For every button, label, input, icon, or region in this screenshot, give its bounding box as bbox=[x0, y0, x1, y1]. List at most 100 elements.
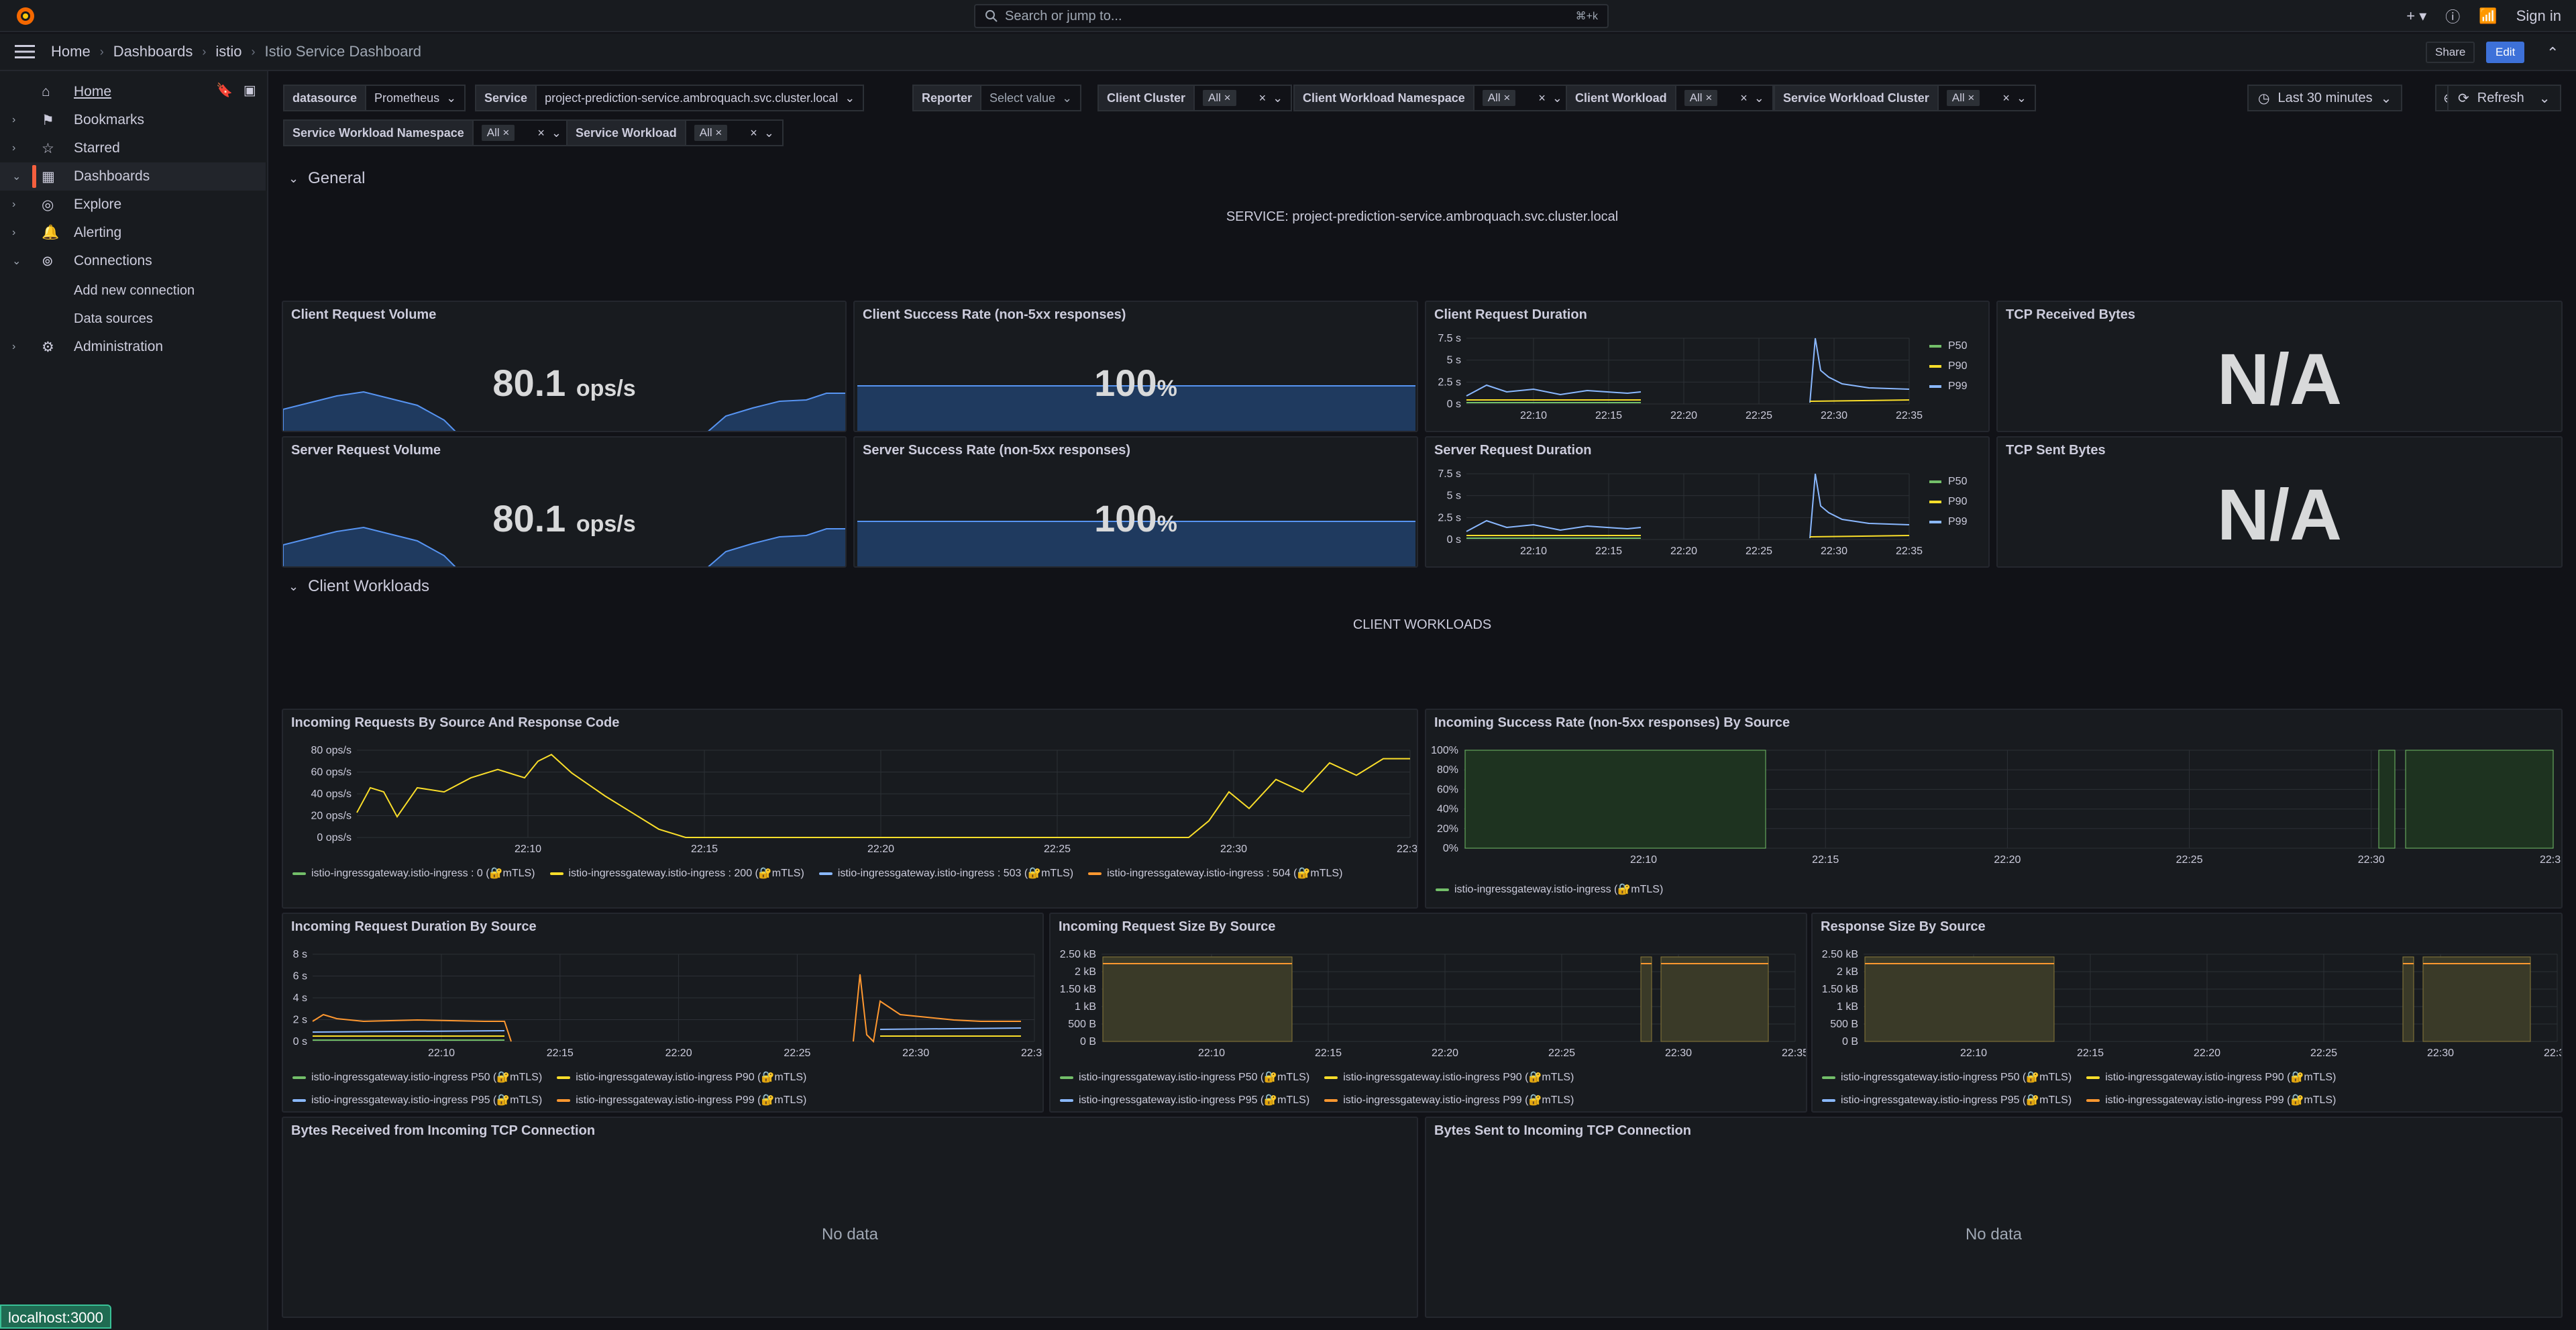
sidebar-item-explore[interactable]: › ◎ Explore bbox=[12, 197, 122, 213]
legend-item[interactable]: istio-ingressgateway.istio-ingress : 200… bbox=[549, 863, 804, 884]
legend-item[interactable]: istio-ingressgateway.istio-ingress P99 (… bbox=[557, 1090, 806, 1111]
clear-icon[interactable]: × bbox=[1538, 91, 1546, 105]
legend-item[interactable]: istio-ingressgateway.istio-ingress P50 (… bbox=[1822, 1067, 2072, 1088]
panel-client-request-volume[interactable]: Client Request Volume 80.1 ops/s bbox=[282, 301, 847, 432]
search-shortcut: ⌘+k bbox=[1575, 11, 1598, 22]
clear-icon[interactable]: × bbox=[750, 125, 757, 140]
y-tick-label: 7.5 s bbox=[1438, 333, 1461, 344]
panel-incoming-success-rate[interactable]: Incoming Success Rate (non-5xx responses… bbox=[1425, 709, 2563, 909]
refresh-button[interactable]: ⟳ Refresh ⌄ bbox=[2447, 85, 2561, 111]
row-client-workloads[interactable]: ⌄ Client Workloads bbox=[288, 577, 430, 595]
panel-tcp-sent-bytes[interactable]: TCP Sent Bytes N/A bbox=[1996, 436, 2563, 568]
legend-item[interactable]: istio-ingressgateway.istio-ingress P99 (… bbox=[2086, 1090, 2336, 1111]
panel-tcp-received-bytes[interactable]: TCP Received Bytes N/A bbox=[1996, 301, 2563, 432]
sidebar-item-add-connection[interactable]: Add new connection bbox=[74, 283, 195, 298]
sidebar-item-dashboards[interactable]: ⌄ ▦ Dashboards bbox=[0, 162, 266, 191]
var-service-workload-cluster[interactable]: Service Workload Cluster All × × ⌄ bbox=[1774, 85, 2036, 111]
sidebar-item-administration[interactable]: › ⚙ Administration bbox=[12, 339, 164, 355]
clear-icon[interactable]: × bbox=[537, 125, 545, 140]
sign-in-link[interactable]: Sign in bbox=[2516, 7, 2561, 24]
news-icon[interactable]: 📶 bbox=[2479, 7, 2498, 24]
clear-icon[interactable]: × bbox=[2002, 91, 2010, 105]
series-line bbox=[312, 1030, 505, 1033]
legend-item[interactable]: istio-ingressgateway.istio-ingress P90 (… bbox=[2086, 1067, 2336, 1088]
search-input[interactable]: Search or jump to... ⌘+k bbox=[974, 4, 1609, 28]
sidebar: 🔖 ▣ ⌂ Home › ⚑ Bookmarks › ☆ Starred ⌄ ▦… bbox=[0, 71, 268, 1330]
sidebar-item-connections[interactable]: ⌄ ⊚ Connections bbox=[12, 253, 152, 269]
sidebar-item-starred[interactable]: › ☆ Starred bbox=[12, 140, 120, 156]
dock-icon[interactable]: ▣ bbox=[243, 83, 256, 98]
y-tick-label: 6 s bbox=[293, 971, 307, 982]
sidebar-item-data-sources[interactable]: Data sources bbox=[74, 311, 153, 326]
legend-item[interactable]: istio-ingressgateway.istio-ingress : 504… bbox=[1088, 863, 1342, 884]
chevron-up-icon[interactable]: ⌃ bbox=[2546, 44, 2559, 61]
help-icon[interactable]: ⓘ bbox=[2445, 9, 2461, 25]
legend-item[interactable]: istio-ingressgateway.istio-ingress P50 (… bbox=[1060, 1067, 1309, 1088]
var-reporter[interactable]: Reporter Select value ⌄ bbox=[912, 85, 1082, 111]
edit-button[interactable]: Edit bbox=[2486, 42, 2525, 63]
row-general[interactable]: ⌄ General bbox=[288, 169, 366, 187]
clear-icon[interactable]: × bbox=[1740, 91, 1748, 105]
legend-swatch bbox=[549, 872, 564, 875]
legend-item[interactable]: istio-ingressgateway.istio-ingress P95 (… bbox=[292, 1090, 542, 1111]
panel-incoming-requests[interactable]: Incoming Requests By Source And Response… bbox=[282, 709, 1418, 909]
legend-item[interactable]: istio-ingressgateway.istio-ingress (🔐mTL… bbox=[1436, 879, 1663, 901]
bookmark-icon[interactable]: 🔖 bbox=[216, 83, 233, 98]
y-tick-label: 8 s bbox=[293, 949, 307, 960]
y-tick-label: 2.5 s bbox=[1438, 376, 1461, 388]
legend-item[interactable]: istio-ingressgateway.istio-ingress P50 (… bbox=[292, 1067, 542, 1088]
x-tick-label: 22:15 bbox=[1595, 410, 1622, 421]
share-button[interactable]: Share bbox=[2426, 42, 2475, 63]
panel-server-success-rate[interactable]: Server Success Rate (non-5xx responses) … bbox=[853, 436, 1418, 568]
sidebar-item-bookmarks[interactable]: › ⚑ Bookmarks bbox=[12, 112, 145, 128]
legend-label: P99 bbox=[1948, 380, 1968, 392]
y-tick-label: 20 ops/s bbox=[311, 811, 352, 822]
incoming-requests-chart: 80 ops/s 60 ops/s 40 ops/s 20 ops/s 0 ops/s 2… bbox=[311, 745, 1417, 855]
time-range-picker[interactable]: ◷ Last 30 minutes ⌄ bbox=[2247, 85, 2403, 111]
var-client-workload-namespace[interactable]: Client Workload Namespace All × × ⌄ bbox=[1293, 85, 1572, 111]
legend-label: P50 bbox=[1948, 476, 1968, 487]
legend-item[interactable]: istio-ingressgateway.istio-ingress P95 (… bbox=[1060, 1090, 1309, 1111]
grafana-logo-icon[interactable] bbox=[15, 5, 36, 27]
series-line bbox=[879, 1027, 1022, 1030]
var-datasource[interactable]: datasource Prometheus ⌄ bbox=[283, 85, 466, 111]
breadcrumb-istio[interactable]: istio bbox=[215, 43, 242, 60]
panel-incoming-size[interactable]: Incoming Request Size By Source 2.50 kB 2… bbox=[1049, 913, 1807, 1113]
breadcrumb-dashboards[interactable]: Dashboards bbox=[113, 43, 193, 60]
legend-swatch bbox=[1060, 1076, 1073, 1079]
panel-server-request-volume[interactable]: Server Request Volume 80.1 ops/s bbox=[282, 436, 847, 568]
stat-value: 100 bbox=[1094, 497, 1157, 540]
breadcrumb-home[interactable]: Home bbox=[51, 43, 91, 60]
panel-bytes-received-tcp[interactable]: Bytes Received from Incoming TCP Connect… bbox=[282, 1117, 1418, 1318]
sidebar-item-alerting[interactable]: › 🔔 Alerting bbox=[12, 225, 122, 240]
legend-item[interactable]: istio-ingressgateway.istio-ingress P95 (… bbox=[1822, 1090, 2072, 1111]
panel-bytes-sent-tcp[interactable]: Bytes Sent to Incoming TCP Connection No… bbox=[1425, 1117, 2563, 1318]
add-icon[interactable]: + ▾ bbox=[2406, 7, 2427, 24]
legend-item[interactable]: istio-ingressgateway.istio-ingress : 503… bbox=[818, 863, 1073, 884]
var-service-workload-namespace[interactable]: Service Workload Namespace All × × ⌄ bbox=[283, 119, 571, 146]
legend-label: istio-ingressgateway.istio-ingress P50 (… bbox=[311, 1072, 543, 1083]
var-client-cluster[interactable]: Client Cluster All × × ⌄ bbox=[1097, 85, 1293, 111]
var-client-workload[interactable]: Client Workload All × × ⌄ bbox=[1566, 85, 1774, 111]
chart-legend: istio-ingressgateway.istio-ingress : 0 (… bbox=[292, 862, 1406, 884]
menu-icon[interactable] bbox=[15, 43, 35, 60]
sidebar-item-home[interactable]: ⌂ Home bbox=[42, 84, 112, 99]
clear-icon[interactable]: × bbox=[1258, 91, 1267, 105]
area-segment bbox=[2422, 956, 2531, 1042]
chevron-right-icon: › bbox=[12, 114, 16, 125]
legend-swatch bbox=[818, 872, 833, 875]
legend-item[interactable]: istio-ingressgateway.istio-ingress P90 (… bbox=[557, 1067, 806, 1088]
legend-item[interactable]: istio-ingressgateway.istio-ingress P90 (… bbox=[1324, 1067, 1574, 1088]
panel-response-size[interactable]: Response Size By Source 2.50 kB 2 kB 1.50 … bbox=[1811, 913, 2563, 1113]
var-service[interactable]: Service project-prediction-service.ambro… bbox=[475, 85, 865, 111]
series-line bbox=[356, 754, 1410, 838]
var-service-workload[interactable]: Service Workload All × × ⌄ bbox=[566, 119, 784, 146]
legend-item[interactable]: istio-ingressgateway.istio-ingress : 0 (… bbox=[292, 863, 535, 884]
legend-item[interactable]: istio-ingressgateway.istio-ingress P99 (… bbox=[1324, 1090, 1574, 1111]
panel-client-success-rate[interactable]: Client Success Rate (non-5xx responses) … bbox=[853, 301, 1418, 432]
breadcrumb-bar: Home › Dashboards › istio › Istio Servic… bbox=[0, 34, 2576, 71]
bell-icon: 🔔 bbox=[42, 225, 60, 240]
